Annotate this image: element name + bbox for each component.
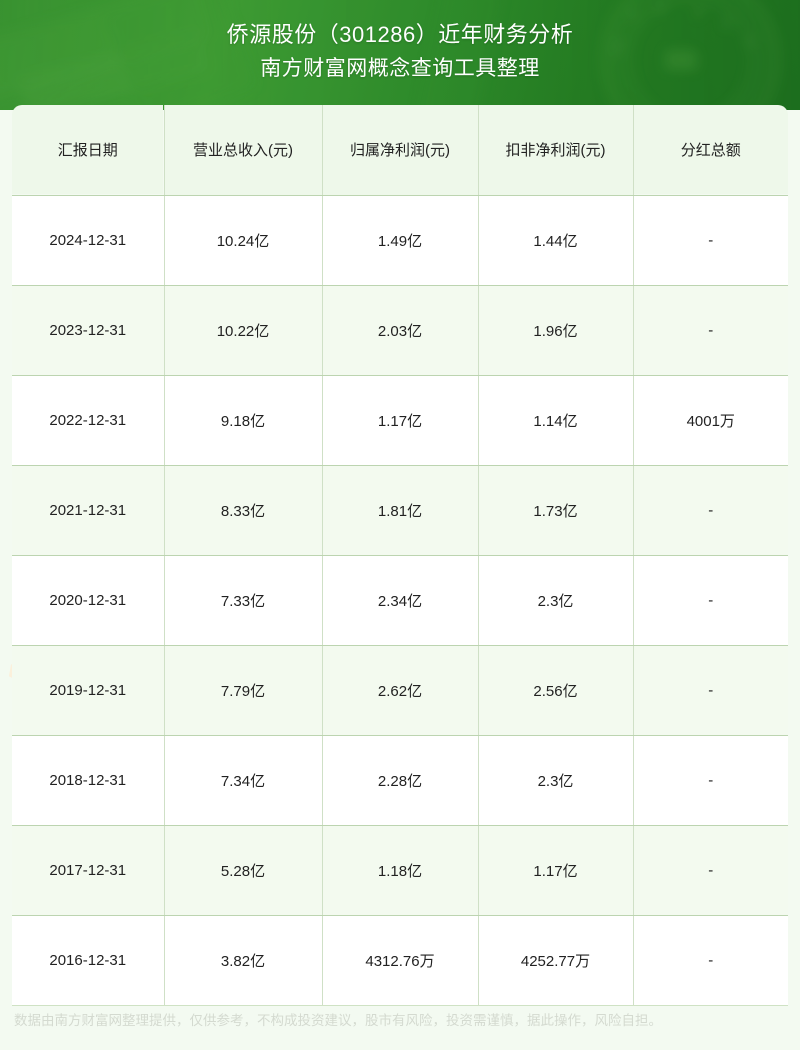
cell-total-revenue: 8.33亿 — [164, 465, 323, 556]
page-title: 侨源股份（301286）近年财务分析 — [226, 22, 574, 47]
cell-deducted-net-profit: 2.3亿 — [478, 555, 634, 646]
cell-net-profit: 4312.76万 — [322, 915, 479, 1006]
cell-total-dividend: - — [633, 735, 788, 826]
banner-background-texture: F — [0, 0, 800, 110]
cell-total-dividend: - — [633, 285, 788, 376]
cell-deducted-net-profit: 1.73亿 — [478, 465, 634, 556]
cell-report-date: 2018-12-31 — [12, 735, 165, 826]
financial-table-container: 汇报日期 营业总收入(元) 归属净利润(元) 扣非净利润(元) 分红总额 202… — [12, 105, 788, 1006]
cell-deducted-net-profit: 1.96亿 — [478, 285, 634, 376]
cell-report-date: 2023-12-31 — [12, 285, 165, 376]
cell-total-dividend: 4001万 — [633, 375, 788, 466]
financial-table: 汇报日期 营业总收入(元) 归属净利润(元) 扣非净利润(元) 分红总额 202… — [12, 105, 788, 1006]
cell-total-revenue: 5.28亿 — [164, 825, 323, 916]
disclaimer-text: 数据由南方财富网整理提供，仅供参考，不构成投资建议，股市有风险，投资需谨慎，据此… — [14, 1013, 662, 1028]
table-header: 汇报日期 营业总收入(元) 归属净利润(元) 扣非净利润(元) 分红总额 — [12, 105, 788, 196]
cell-net-profit: 1.17亿 — [322, 375, 479, 466]
cell-deducted-net-profit: 2.3亿 — [478, 735, 634, 826]
table-row: 2024-12-31 10.24亿 1.49亿 1.44亿 - — [12, 195, 788, 286]
table-row: 2020-12-31 7.33亿 2.34亿 2.3亿 - — [12, 555, 788, 646]
cell-total-revenue: 7.33亿 — [164, 555, 323, 646]
cell-total-dividend: - — [633, 825, 788, 916]
cell-total-revenue: 10.24亿 — [164, 195, 323, 286]
cell-report-date: 2016-12-31 — [12, 915, 165, 1006]
cell-total-dividend: - — [633, 915, 788, 1006]
column-header-report-date: 汇报日期 — [12, 105, 165, 196]
table-row: 2016-12-31 3.82亿 4312.76万 4252.77万 - — [12, 915, 788, 1006]
cell-report-date: 2017-12-31 — [12, 825, 165, 916]
svg-text:F: F — [612, 35, 624, 60]
cell-report-date: 2021-12-31 — [12, 465, 165, 556]
table-body: 2024-12-31 10.24亿 1.49亿 1.44亿 - 2023-12-… — [12, 195, 788, 1006]
table-row: 2017-12-31 5.28亿 1.18亿 1.17亿 - — [12, 825, 788, 916]
table-row: 2021-12-31 8.33亿 1.81亿 1.73亿 - — [12, 465, 788, 556]
column-header-deducted-net-profit: 扣非净利润(元) — [478, 105, 634, 196]
cell-net-profit: 1.49亿 — [322, 195, 479, 286]
cell-total-dividend: - — [633, 645, 788, 736]
cell-net-profit: 2.03亿 — [322, 285, 479, 376]
cell-report-date: 2022-12-31 — [12, 375, 165, 466]
cell-net-profit: 1.81亿 — [322, 465, 479, 556]
cell-total-dividend: - — [633, 195, 788, 286]
column-header-net-profit: 归属净利润(元) — [322, 105, 479, 196]
cell-report-date: 2024-12-31 — [12, 195, 165, 286]
cell-total-revenue: 10.22亿 — [164, 285, 323, 376]
cell-report-date: 2019-12-31 — [12, 645, 165, 736]
cell-deducted-net-profit: 1.14亿 — [478, 375, 634, 466]
cell-net-profit: 1.18亿 — [322, 825, 479, 916]
cell-total-dividend: - — [633, 555, 788, 646]
cell-net-profit: 2.34亿 — [322, 555, 479, 646]
cell-deducted-net-profit: 1.17亿 — [478, 825, 634, 916]
banner-title-group: 侨源股份（301286）近年财务分析 南方财富网概念查询工具整理 — [0, 0, 800, 110]
table-row: 2023-12-31 10.22亿 2.03亿 1.96亿 - — [12, 285, 788, 376]
table-header-row: 汇报日期 营业总收入(元) 归属净利润(元) 扣非净利润(元) 分红总额 — [12, 105, 788, 196]
cell-total-revenue: 7.34亿 — [164, 735, 323, 826]
cell-total-dividend: - — [633, 465, 788, 556]
table-row: 2022-12-31 9.18亿 1.17亿 1.14亿 4001万 — [12, 375, 788, 466]
cell-total-revenue: 3.82亿 — [164, 915, 323, 1006]
cell-total-revenue: 9.18亿 — [164, 375, 323, 466]
column-header-total-dividend: 分红总额 — [633, 105, 788, 196]
column-header-total-revenue: 营业总收入(元) — [164, 105, 323, 196]
cell-deducted-net-profit: 4252.77万 — [478, 915, 634, 1006]
page-subtitle: 南方财富网概念查询工具整理 — [260, 57, 540, 80]
table-row: 2018-12-31 7.34亿 2.28亿 2.3亿 - — [12, 735, 788, 826]
cell-net-profit: 2.28亿 — [322, 735, 479, 826]
cell-net-profit: 2.62亿 — [322, 645, 479, 736]
page-banner: F 侨源股份（301286）近年财务分析 南方财富网概念查询工具整理 — [0, 0, 800, 110]
cell-deducted-net-profit: 1.44亿 — [478, 195, 634, 286]
cell-report-date: 2020-12-31 — [12, 555, 165, 646]
cell-total-revenue: 7.79亿 — [164, 645, 323, 736]
table-row: 2019-12-31 7.79亿 2.62亿 2.56亿 - — [12, 645, 788, 736]
cell-deducted-net-profit: 2.56亿 — [478, 645, 634, 736]
